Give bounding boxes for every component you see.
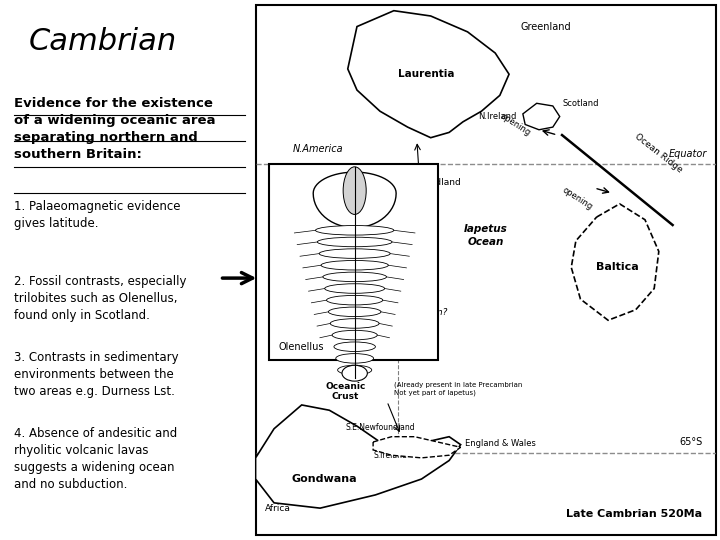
Text: N.Ireland: N.Ireland [478,112,517,121]
Ellipse shape [338,365,372,375]
Ellipse shape [330,319,379,328]
Text: 2. Fossil contrasts, especially
trilobites such as Olenellus,
found only in Scot: 2. Fossil contrasts, especially trilobit… [14,275,187,322]
Text: opening: opening [498,111,532,138]
Text: 1. Palaeomagnetic evidence
gives latitude.: 1. Palaeomagnetic evidence gives latitud… [14,200,181,230]
Ellipse shape [342,365,367,381]
Text: S.Ireland: S.Ireland [373,451,407,460]
Text: opening: opening [561,185,594,212]
Polygon shape [313,172,396,228]
Ellipse shape [323,272,387,282]
Bar [269,164,438,360]
Polygon shape [348,11,509,138]
Text: Equator: Equator [669,149,707,159]
Ellipse shape [336,354,374,363]
Polygon shape [256,405,461,508]
Ellipse shape [328,307,381,316]
Text: Greenland: Greenland [521,22,571,31]
Text: 4. Absence of andesitic and
rhyolitic volcanic lavas
suggests a widening ocean
a: 4. Absence of andesitic and rhyolitic vo… [14,427,178,491]
Text: (Already present in late Precambrian
Not yet part of Iapetus): (Already present in late Precambrian Not… [394,382,522,396]
Text: 3. Contrasts in sedimentary
environments between the
two areas e.g. Durness Lst.: 3. Contrasts in sedimentary environments… [14,351,179,398]
Text: Evidence for the existence
of a widening oceanic area
separating northern and
so: Evidence for the existence of a widening… [14,97,216,161]
Ellipse shape [319,249,390,258]
Bar [256,5,716,535]
Polygon shape [373,437,461,458]
Text: Cambrian: Cambrian [29,27,177,56]
Text: Oceanic
Crust: Oceanic Crust [325,382,366,401]
Text: Iapetus
Ocean: Iapetus Ocean [464,225,508,247]
Ellipse shape [343,167,366,214]
Text: 6000Km?: 6000Km? [405,308,448,317]
Text: N.W.Newfoundland: N.W.Newfoundland [375,178,461,187]
Polygon shape [571,204,659,320]
Ellipse shape [321,260,388,270]
Ellipse shape [325,284,384,293]
Text: Olenellus: Olenellus [279,342,324,352]
Text: England & Wales: England & Wales [465,439,536,448]
Text: Ocean Ridge: Ocean Ridge [634,132,684,175]
Ellipse shape [327,295,383,305]
Ellipse shape [315,226,394,235]
Text: N.America: N.America [292,144,343,154]
Polygon shape [523,103,559,130]
Text: Baltica: Baltica [596,262,639,272]
Text: Late Cambrian 520Ma: Late Cambrian 520Ma [567,509,703,519]
Text: Gondwana: Gondwana [292,474,358,484]
Text: S.E.Newfoundland: S.E.Newfoundland [346,423,415,433]
Ellipse shape [332,330,377,340]
Text: Laurentia: Laurentia [398,69,454,79]
Text: Scotland: Scotland [562,99,598,108]
Text: Africa: Africa [265,504,291,514]
Ellipse shape [318,237,392,247]
Ellipse shape [334,342,375,352]
Text: 65°S: 65°S [680,437,703,447]
